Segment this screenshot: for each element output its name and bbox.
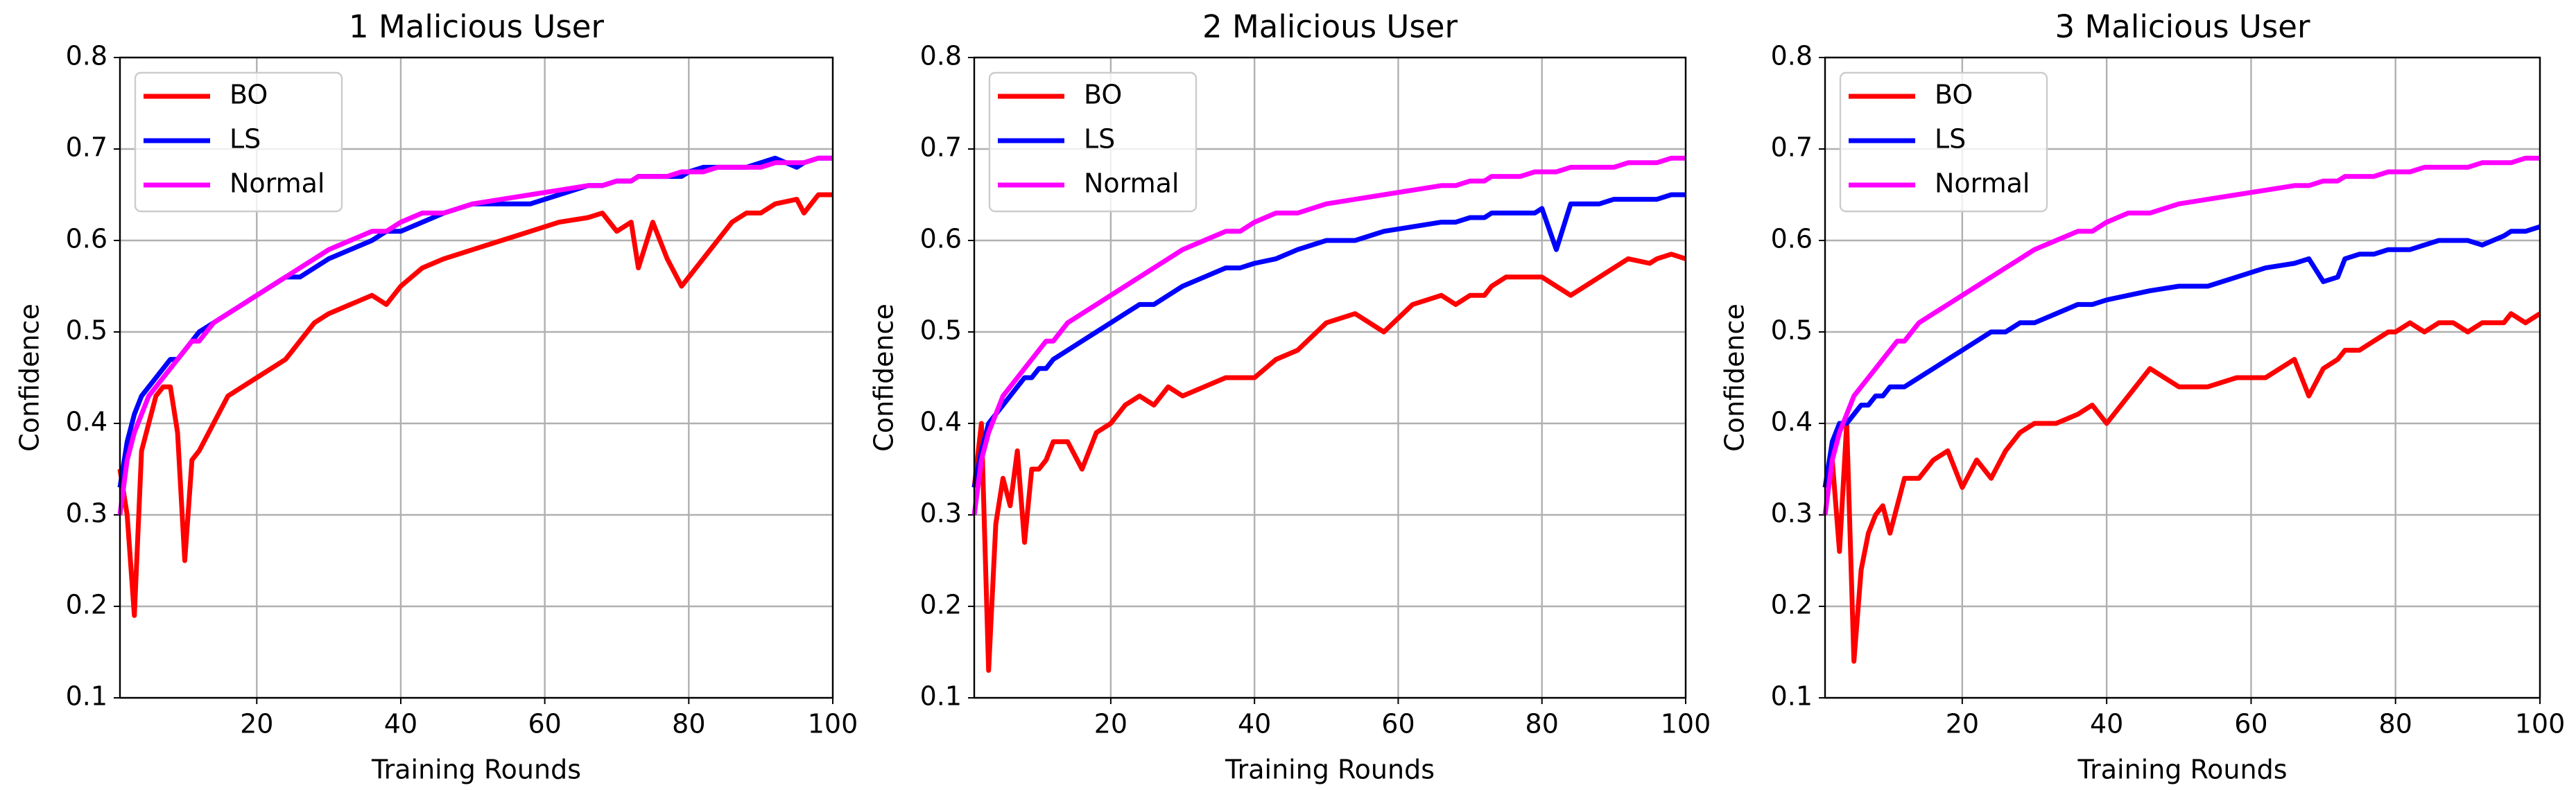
plot-frame (973, 56, 1687, 699)
legend-label: BO (1084, 80, 1122, 110)
x-tick-label: 60 (2234, 709, 2267, 739)
y-tick-label: 0.6 (1771, 224, 1813, 254)
x-tick-label: 80 (1525, 709, 1559, 739)
y-tick-label: 0.2 (920, 590, 962, 620)
chart-panel: 3 Malicious User Training Rounds Confidenc… (1720, 8, 2566, 785)
x-tick-label: 20 (1946, 709, 1979, 739)
y-tick-label: 0.5 (66, 315, 107, 346)
y-tick-label: 0.8 (1771, 41, 1813, 71)
data-line (1822, 311, 2541, 664)
legend-label: Normal (1084, 168, 1179, 199)
plot-frame (1824, 56, 2541, 699)
y-tick-label: 0.8 (66, 41, 107, 71)
x-tick-label: 40 (1238, 709, 1271, 739)
y-tick-label: 0.3 (66, 498, 107, 529)
y-tick-label: 0.3 (1771, 498, 1813, 529)
data-line (1822, 155, 2540, 516)
y-axis-label: Confidence (1720, 304, 1750, 452)
chart-title: 2 Malicious User (1202, 8, 1458, 45)
legend: BO LS Normal (988, 71, 1198, 213)
legend-label: LS (1935, 124, 1966, 155)
data-line (117, 155, 833, 516)
y-tick-label: 0.5 (920, 315, 962, 346)
x-tick-label: 100 (2515, 709, 2566, 739)
legend-label: LS (230, 124, 261, 155)
chart-title: 3 Malicious User (2055, 8, 2310, 45)
legend-box (134, 71, 343, 213)
data-line (971, 155, 1686, 516)
y-axis-label: Confidence (869, 304, 899, 452)
y-tick-label: 0.3 (920, 498, 962, 529)
chart-panel: 2 Malicious User Training Rounds Confidenc… (869, 8, 1711, 785)
y-tick-label: 0.1 (66, 681, 107, 712)
y-axis-label: Confidence (15, 304, 45, 452)
plot-frame (119, 56, 834, 699)
y-tick-label: 0.7 (1771, 132, 1813, 163)
y-tick-label: 0.5 (1771, 315, 1813, 346)
x-axis-label: Training Rounds (371, 755, 581, 785)
y-tick-label: 0.1 (1771, 681, 1813, 712)
y-tick-label: 0.7 (920, 132, 962, 163)
y-tick-label: 0.6 (920, 224, 962, 254)
y-tick-label: 0.4 (920, 407, 962, 437)
x-axis-label: Training Rounds (1225, 755, 1435, 785)
chart-panel: 1 Malicious User Training Rounds Confidenc… (15, 8, 858, 785)
x-tick-label: 100 (1661, 709, 1711, 739)
data-line (971, 192, 1686, 489)
x-tick-label: 100 (808, 709, 858, 739)
legend: BO LS Normal (1839, 71, 2048, 213)
y-tick-label: 0.1 (920, 681, 962, 712)
legend-label: LS (1084, 124, 1115, 155)
y-tick-label: 0.4 (1771, 407, 1813, 437)
legend: BO LS Normal (134, 71, 343, 213)
x-tick-label: 40 (384, 709, 417, 739)
chart-title: 1 Malicious User (349, 8, 604, 45)
x-tick-label: 20 (240, 709, 273, 739)
y-tick-label: 0.6 (66, 224, 107, 254)
x-tick-label: 40 (2090, 709, 2123, 739)
x-tick-label: 20 (1094, 709, 1127, 739)
data-line (117, 192, 833, 618)
x-tick-label: 80 (672, 709, 705, 739)
data-line (1822, 224, 2541, 488)
y-tick-label: 0.4 (66, 407, 107, 437)
data-line (971, 252, 1687, 673)
x-tick-label: 60 (528, 709, 561, 739)
x-tick-label: 80 (2379, 709, 2412, 739)
y-tick-label: 0.8 (920, 41, 962, 71)
x-tick-label: 60 (1381, 709, 1415, 739)
legend-label: Normal (1935, 168, 2030, 199)
y-tick-label: 0.2 (66, 590, 107, 620)
legend-box (1839, 71, 2048, 213)
x-axis-label: Training Rounds (2077, 755, 2287, 785)
legend-label: Normal (230, 168, 325, 199)
legend-label: BO (230, 80, 268, 110)
y-tick-label: 0.7 (66, 132, 107, 163)
legend-label: BO (1935, 80, 1973, 110)
legend-box (988, 71, 1198, 213)
y-tick-label: 0.2 (1771, 590, 1813, 620)
